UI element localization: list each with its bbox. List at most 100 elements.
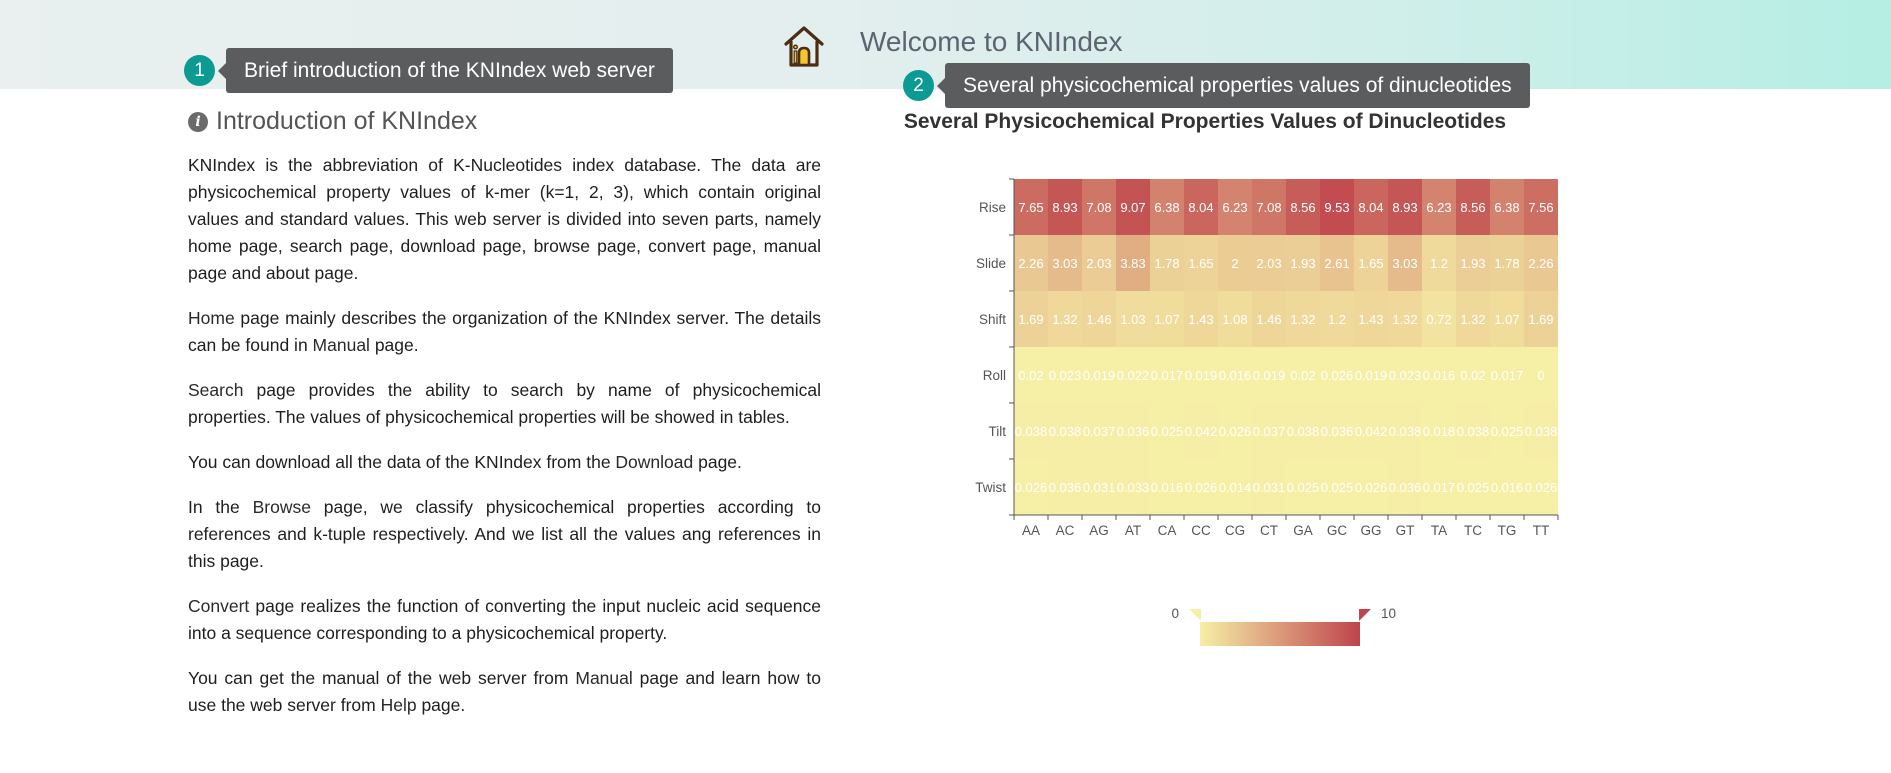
- heatmap-cell[interactable]: [1490, 179, 1524, 235]
- heatmap-cell[interactable]: [1422, 235, 1456, 291]
- heatmap-cell[interactable]: [1150, 291, 1184, 347]
- heatmap-cell[interactable]: [1286, 291, 1320, 347]
- search-link[interactable]: Search: [188, 380, 244, 400]
- heatmap-cell[interactable]: [1456, 291, 1490, 347]
- visual-map-bar[interactable]: [1200, 622, 1360, 646]
- heatmap-cell[interactable]: [1150, 179, 1184, 235]
- heatmap-cell[interactable]: [1184, 403, 1218, 459]
- visual-map-handle-min[interactable]: [1189, 609, 1201, 621]
- heatmap-cell[interactable]: [1388, 291, 1422, 347]
- heatmap-cell[interactable]: [1048, 179, 1082, 235]
- heatmap-cell[interactable]: [1490, 235, 1524, 291]
- heatmap-cell[interactable]: [1320, 235, 1354, 291]
- heatmap-cell[interactable]: [1524, 459, 1558, 515]
- heatmap-cell[interactable]: [1456, 179, 1490, 235]
- help-link[interactable]: Help: [380, 695, 417, 715]
- heatmap-cell[interactable]: [1388, 403, 1422, 459]
- heatmap-cell[interactable]: [1150, 235, 1184, 291]
- heatmap-cell[interactable]: [1320, 403, 1354, 459]
- heatmap-cell[interactable]: [1150, 347, 1184, 403]
- heatmap-cell[interactable]: [1048, 459, 1082, 515]
- heatmap-cell[interactable]: [1524, 403, 1558, 459]
- heatmap-cell[interactable]: [1286, 403, 1320, 459]
- heatmap-cell[interactable]: [1388, 235, 1422, 291]
- visual-map-legend[interactable]: 0 10: [1160, 600, 1420, 660]
- heatmap-cell[interactable]: [1014, 179, 1048, 235]
- heatmap-cell[interactable]: [1252, 459, 1286, 515]
- heatmap-cell[interactable]: [1184, 291, 1218, 347]
- heatmap-cell[interactable]: [1490, 291, 1524, 347]
- heatmap-cell[interactable]: [1524, 235, 1558, 291]
- heatmap-cell[interactable]: [1456, 403, 1490, 459]
- heatmap-cell[interactable]: [1218, 235, 1252, 291]
- heatmap-cell[interactable]: [1116, 403, 1150, 459]
- heatmap-cell[interactable]: [1354, 403, 1388, 459]
- heatmap-cell[interactable]: [1116, 291, 1150, 347]
- heatmap-cell[interactable]: [1116, 459, 1150, 515]
- heatmap-cell[interactable]: [1082, 291, 1116, 347]
- heatmap-cell[interactable]: [1150, 459, 1184, 515]
- heatmap-cell[interactable]: [1524, 179, 1558, 235]
- heatmap-cell[interactable]: [1286, 347, 1320, 403]
- heatmap-cell[interactable]: [1422, 291, 1456, 347]
- heatmap-cell[interactable]: [1218, 403, 1252, 459]
- heatmap-cell[interactable]: [1184, 459, 1218, 515]
- heatmap-cell[interactable]: [1490, 347, 1524, 403]
- heatmap-cell[interactable]: [1490, 403, 1524, 459]
- heatmap-cell[interactable]: [1048, 403, 1082, 459]
- heatmap-cell[interactable]: [1218, 347, 1252, 403]
- heatmap-cell[interactable]: [1082, 347, 1116, 403]
- heatmap-cell[interactable]: [1286, 459, 1320, 515]
- heatmap-cell[interactable]: [1422, 459, 1456, 515]
- heatmap-cell[interactable]: [1422, 403, 1456, 459]
- heatmap-cell[interactable]: [1014, 459, 1048, 515]
- heatmap-cell[interactable]: [1388, 347, 1422, 403]
- heatmap-cell[interactable]: [1184, 179, 1218, 235]
- heatmap-cell[interactable]: [1218, 291, 1252, 347]
- heatmap-cell[interactable]: [1218, 459, 1252, 515]
- heatmap-cell[interactable]: [1014, 347, 1048, 403]
- home-link[interactable]: Home: [188, 308, 235, 328]
- heatmap-cell[interactable]: [1048, 347, 1082, 403]
- heatmap-cell[interactable]: [1082, 459, 1116, 515]
- heatmap-cell[interactable]: [1320, 459, 1354, 515]
- heatmap-cell[interactable]: [1354, 347, 1388, 403]
- heatmap-cell[interactable]: [1184, 347, 1218, 403]
- heatmap-cell[interactable]: [1354, 459, 1388, 515]
- heatmap-cell[interactable]: [1388, 179, 1422, 235]
- heatmap-cell[interactable]: [1456, 347, 1490, 403]
- heatmap-cell[interactable]: [1320, 347, 1354, 403]
- heatmap-cell[interactable]: [1184, 235, 1218, 291]
- heatmap-cell[interactable]: [1252, 235, 1286, 291]
- heatmap-cell[interactable]: [1422, 179, 1456, 235]
- heatmap-cell[interactable]: [1252, 347, 1286, 403]
- heatmap-cell[interactable]: [1150, 403, 1184, 459]
- heatmap-cell[interactable]: [1116, 179, 1150, 235]
- download-link[interactable]: Download: [615, 452, 694, 472]
- heatmap-cell[interactable]: [1456, 235, 1490, 291]
- heatmap-cell[interactable]: [1320, 179, 1354, 235]
- convert-link[interactable]: Convert: [188, 596, 250, 616]
- heatmap-cell[interactable]: [1014, 291, 1048, 347]
- heatmap-cell[interactable]: [1354, 291, 1388, 347]
- heatmap-cell[interactable]: [1252, 291, 1286, 347]
- heatmap-cell[interactable]: [1286, 179, 1320, 235]
- heatmap-cell[interactable]: [1524, 291, 1558, 347]
- heatmap-cell[interactable]: [1252, 403, 1286, 459]
- heatmap-cell[interactable]: [1082, 235, 1116, 291]
- visual-map-handle-max[interactable]: [1359, 609, 1371, 621]
- heatmap-cell[interactable]: [1218, 179, 1252, 235]
- heatmap-cell[interactable]: [1252, 179, 1286, 235]
- heatmap-cell[interactable]: [1014, 403, 1048, 459]
- browse-link[interactable]: Browse: [252, 497, 311, 517]
- heatmap-cell[interactable]: [1354, 179, 1388, 235]
- heatmap-cell[interactable]: [1388, 459, 1422, 515]
- heatmap-cell[interactable]: [1286, 235, 1320, 291]
- manual-link[interactable]: Manual: [575, 668, 633, 688]
- manual-link[interactable]: Manual: [312, 335, 370, 355]
- heatmap-cell[interactable]: [1524, 347, 1558, 403]
- heatmap-cell[interactable]: [1320, 291, 1354, 347]
- heatmap-cell[interactable]: [1082, 179, 1116, 235]
- heatmap-cell[interactable]: [1014, 235, 1048, 291]
- home-icon[interactable]: [780, 22, 828, 70]
